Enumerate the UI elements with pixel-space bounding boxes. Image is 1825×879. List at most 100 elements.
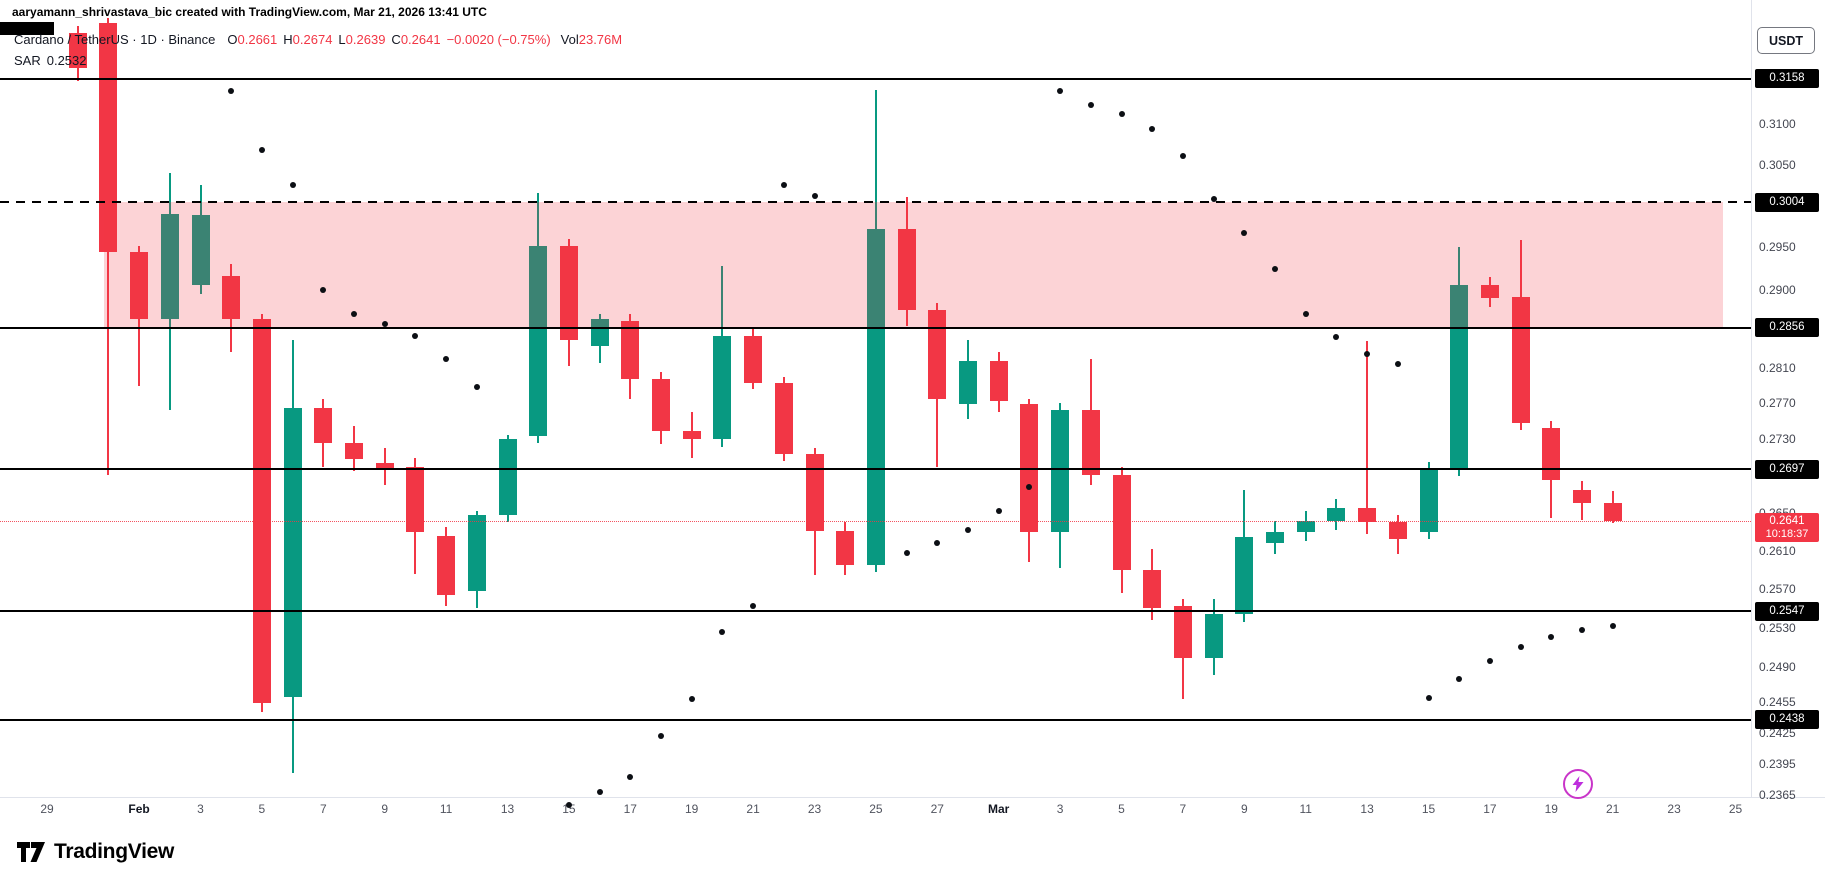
level-price-badge: 0.3004: [1755, 192, 1819, 212]
candle-body: [406, 466, 425, 532]
level-line: [0, 718, 1751, 721]
sar-dot: [995, 508, 1002, 515]
last-price-value: 0.2641: [1769, 515, 1805, 528]
candle-body: [1358, 508, 1377, 523]
candle-body: [1480, 284, 1499, 299]
candle-body: [1573, 489, 1591, 503]
price-axis-label: 0.2810: [1759, 360, 1796, 375]
last-price-line: [0, 521, 1751, 523]
time-axis-label: 7: [1179, 802, 1187, 816]
time-axis-label: 9: [1240, 802, 1248, 816]
candle-body: [928, 310, 947, 399]
time-axis-label: 13: [1360, 802, 1374, 816]
level-line: [0, 77, 1751, 80]
indicator-name[interactable]: SAR: [14, 53, 41, 68]
sar-dot: [1333, 334, 1340, 341]
sar-dot: [1149, 126, 1156, 133]
sar-dot: [1210, 196, 1217, 203]
level-price-badge: 0.2856: [1755, 318, 1819, 338]
price-axis-label: 0.2425: [1759, 725, 1796, 740]
candle-body: [1450, 284, 1469, 470]
time-axis-label: 17: [623, 802, 637, 816]
open-value: 0.2661: [237, 32, 278, 47]
candle-body: [559, 246, 578, 340]
candle-body: [1419, 469, 1438, 532]
price-axis-label: 0.2530: [1759, 620, 1796, 635]
sar-dot: [1394, 361, 1401, 368]
symbol-title[interactable]: Cardano / TetherUS · 1D · Binance: [14, 32, 216, 47]
sar-dot: [1548, 633, 1555, 640]
close-label: C: [391, 32, 401, 47]
time-axis-label: 19: [1544, 802, 1558, 816]
price-axis-label: 0.3100: [1759, 117, 1796, 132]
candle-body: [375, 463, 394, 470]
sar-dot: [565, 802, 572, 809]
sar-dot: [750, 603, 757, 610]
spark-icon[interactable]: [1563, 769, 1593, 799]
time-axis-label: 5: [258, 802, 266, 816]
sar-dot: [443, 355, 450, 362]
candle-wick: [1366, 341, 1369, 534]
sar-dot: [289, 182, 296, 189]
sar-dot: [627, 774, 634, 781]
indicator-value: 0.2532: [46, 53, 87, 68]
sar-dot: [1579, 626, 1585, 633]
candle-body: [1603, 502, 1622, 522]
candle-body: [1327, 508, 1346, 521]
time-axis-label: Feb: [128, 802, 150, 816]
time-axis-label: 3: [197, 802, 204, 816]
candle-body: [959, 360, 977, 405]
price-axis-label: 0.3050: [1759, 157, 1796, 172]
currency-toggle-button[interactable]: USDT: [1757, 27, 1815, 54]
high-value: 0.2674: [292, 32, 333, 47]
candle-body: [897, 228, 916, 311]
candle-body: [590, 318, 609, 346]
sar-dot: [1057, 88, 1064, 95]
candle-body: [467, 514, 486, 591]
candle-body: [191, 214, 210, 286]
candle-body: [99, 23, 118, 253]
level-price-badge: 0.2697: [1755, 459, 1819, 479]
time-axis-label: 19: [685, 802, 699, 816]
time-axis-label: Mar: [988, 802, 1010, 816]
sar-dot: [1517, 643, 1524, 650]
sar-dot: [1087, 102, 1094, 109]
sar-dot: [719, 628, 726, 635]
supply-zone: [104, 202, 1723, 328]
time-axis-label: 23: [807, 802, 822, 816]
time-axis-label: 23: [1667, 802, 1681, 816]
tradingview-mark-icon: [17, 842, 45, 862]
time-axis-label: 15: [562, 802, 576, 816]
top-left-black-bar: [0, 22, 54, 35]
time-axis-label: 25: [869, 802, 883, 816]
chart-legend: Cardano / TetherUS · 1D · Binance O0.2661…: [14, 31, 622, 69]
change-value: −0.0020 (−0.75%): [446, 32, 551, 47]
price-axis-border: [1751, 0, 1752, 797]
candle-body: [1296, 520, 1315, 532]
sar-dot: [1425, 695, 1432, 702]
time-axis-border: [0, 797, 1825, 798]
sar-dot: [1609, 622, 1616, 629]
time-axis-label: 11: [1299, 802, 1312, 816]
time-axis-label: 5: [1118, 802, 1125, 816]
tradingview-logo[interactable]: TradingView: [16, 840, 174, 864]
candle-body: [252, 318, 271, 704]
candle-body: [989, 360, 1008, 402]
candle-body: [68, 32, 87, 69]
sar-dot: [934, 540, 941, 547]
symbol-legend-row: Cardano / TetherUS · 1D · Binance O0.2661…: [14, 31, 622, 48]
time-axis-label: 7: [319, 802, 327, 816]
volume-label: Vol: [560, 32, 579, 47]
candle-body: [1051, 409, 1070, 532]
candle-body: [160, 213, 179, 319]
level-line: [0, 468, 1751, 471]
sar-dot: [811, 192, 818, 199]
sar-dot: [903, 549, 910, 556]
candle-body: [1081, 409, 1100, 475]
candle-body: [1204, 614, 1223, 659]
sar-dot: [473, 384, 480, 391]
